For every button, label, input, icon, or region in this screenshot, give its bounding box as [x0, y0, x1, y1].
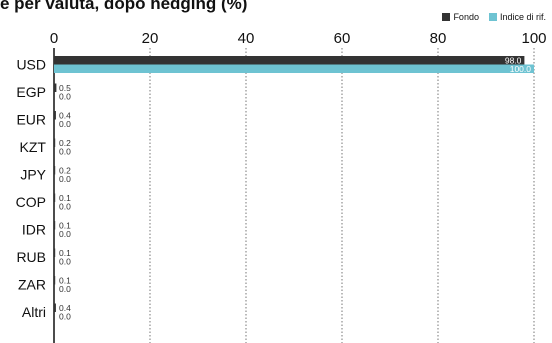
x-tick-label: 100	[521, 30, 546, 47]
data-label: 0.2	[59, 165, 71, 175]
data-label: 0.4	[59, 110, 71, 120]
data-label: 0.0	[59, 91, 71, 101]
bar-fondo	[54, 193, 56, 202]
category-label: USD	[16, 57, 46, 73]
data-label: 0.5	[59, 83, 71, 93]
data-label: 0.1	[59, 193, 71, 203]
x-tick-label: 80	[430, 30, 447, 47]
data-label: 0.1	[59, 275, 71, 285]
legend-item-fondo: Fondo	[442, 12, 479, 22]
category-label: Altri	[22, 304, 46, 320]
bar-indice	[54, 64, 534, 73]
category-label: RUB	[16, 249, 46, 265]
bar-fondo	[54, 303, 56, 312]
data-label: 0.0	[59, 284, 71, 294]
data-label: 0.0	[59, 174, 71, 184]
data-label: 0.1	[59, 220, 71, 230]
bar-fondo	[54, 221, 56, 230]
data-label: 100.0	[510, 64, 532, 74]
category-label: IDR	[22, 222, 46, 238]
x-tick-label: 20	[142, 30, 159, 47]
data-label: 0.0	[59, 146, 71, 156]
category-label: EUR	[16, 112, 46, 128]
bar-fondo	[54, 111, 56, 120]
data-label: 0.0	[59, 201, 71, 211]
category-label: EGP	[16, 84, 46, 100]
legend: Fondo Indice di rif.	[442, 12, 546, 22]
bar-fondo	[54, 166, 56, 175]
legend-item-indice: Indice di rif.	[488, 12, 546, 22]
data-label: 0.1	[59, 248, 71, 258]
bar-fondo	[54, 83, 57, 92]
legend-swatch-fondo	[442, 13, 451, 21]
data-label: 0.2	[59, 138, 71, 148]
data-label: 0.0	[59, 229, 71, 239]
category-label: KZT	[20, 139, 47, 155]
x-tick-label: 40	[238, 30, 255, 47]
data-label: 0.0	[59, 256, 71, 266]
bar-fondo	[54, 248, 56, 257]
category-label: ZAR	[18, 277, 46, 293]
data-label: 98.0	[505, 55, 522, 65]
category-label: COP	[16, 194, 46, 210]
legend-label-fondo: Fondo	[453, 12, 479, 22]
category-label: JPY	[20, 167, 46, 183]
legend-swatch-indice	[488, 13, 497, 21]
bar-fondo	[54, 138, 56, 147]
chart-title: e per valuta, dopo hedging (%)	[0, 0, 248, 13]
bar-fondo	[54, 276, 56, 285]
legend-label-indice: Indice di rif.	[499, 12, 546, 22]
x-tick-label: 0	[50, 30, 58, 47]
data-label: 0.0	[59, 119, 71, 129]
data-label: 0.4	[59, 303, 71, 313]
bar-fondo	[54, 56, 525, 65]
x-tick-label: 60	[334, 30, 351, 47]
data-label: 0.0	[59, 311, 71, 321]
